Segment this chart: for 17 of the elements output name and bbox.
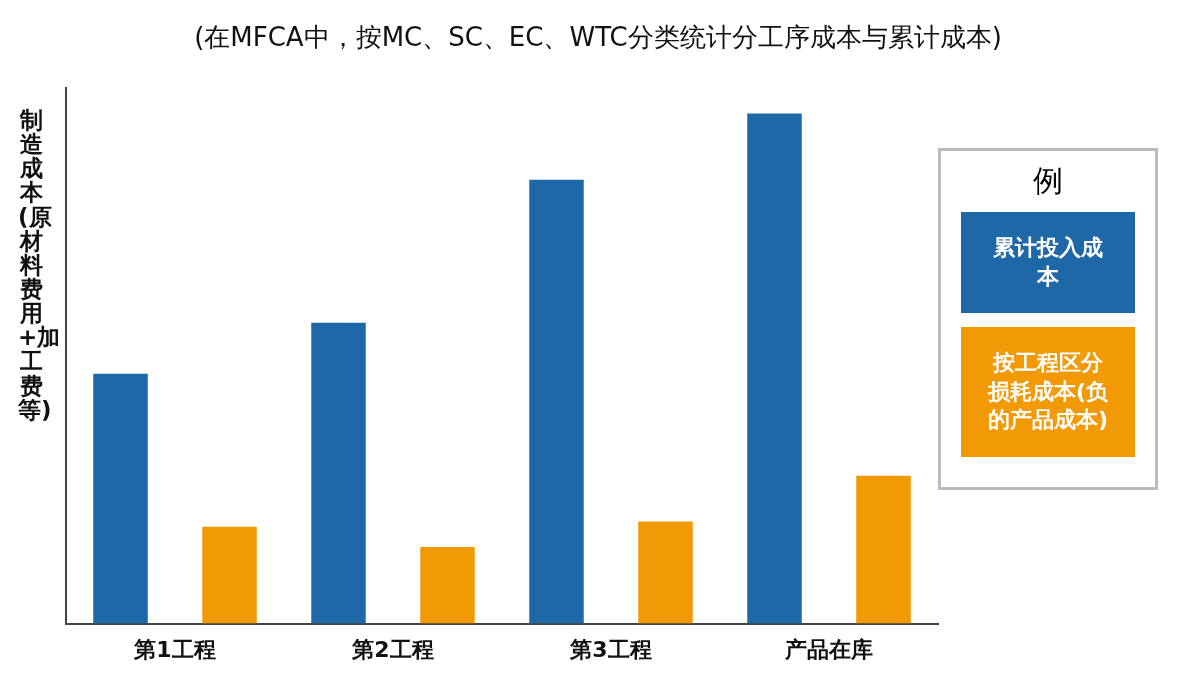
bar: [420, 547, 475, 624]
bar: [311, 322, 366, 624]
text: 制造成本(原材料费用+加工费等): [18, 107, 61, 423]
x-tick-label: 第1工程: [133, 636, 216, 662]
text: 按工程区分损耗成本(负的产品成本): [961, 327, 1135, 457]
legend-title: 例: [1032, 162, 1064, 200]
bar: [202, 526, 257, 624]
bar: [856, 475, 911, 624]
x-tick-label: 第2工程: [351, 636, 434, 662]
x-tick-label: 第3工程: [569, 636, 652, 662]
chart-title: (在MFCA中，按MC、SC、EC、WTC分类统计分工序成本与累计成本): [193, 21, 1003, 54]
x-tick-label: 产品在库: [784, 636, 873, 662]
bar: [529, 179, 584, 624]
bar: [93, 373, 148, 624]
bar: [747, 113, 802, 624]
bar: [638, 521, 693, 624]
text: 累计投入成本: [961, 212, 1135, 314]
